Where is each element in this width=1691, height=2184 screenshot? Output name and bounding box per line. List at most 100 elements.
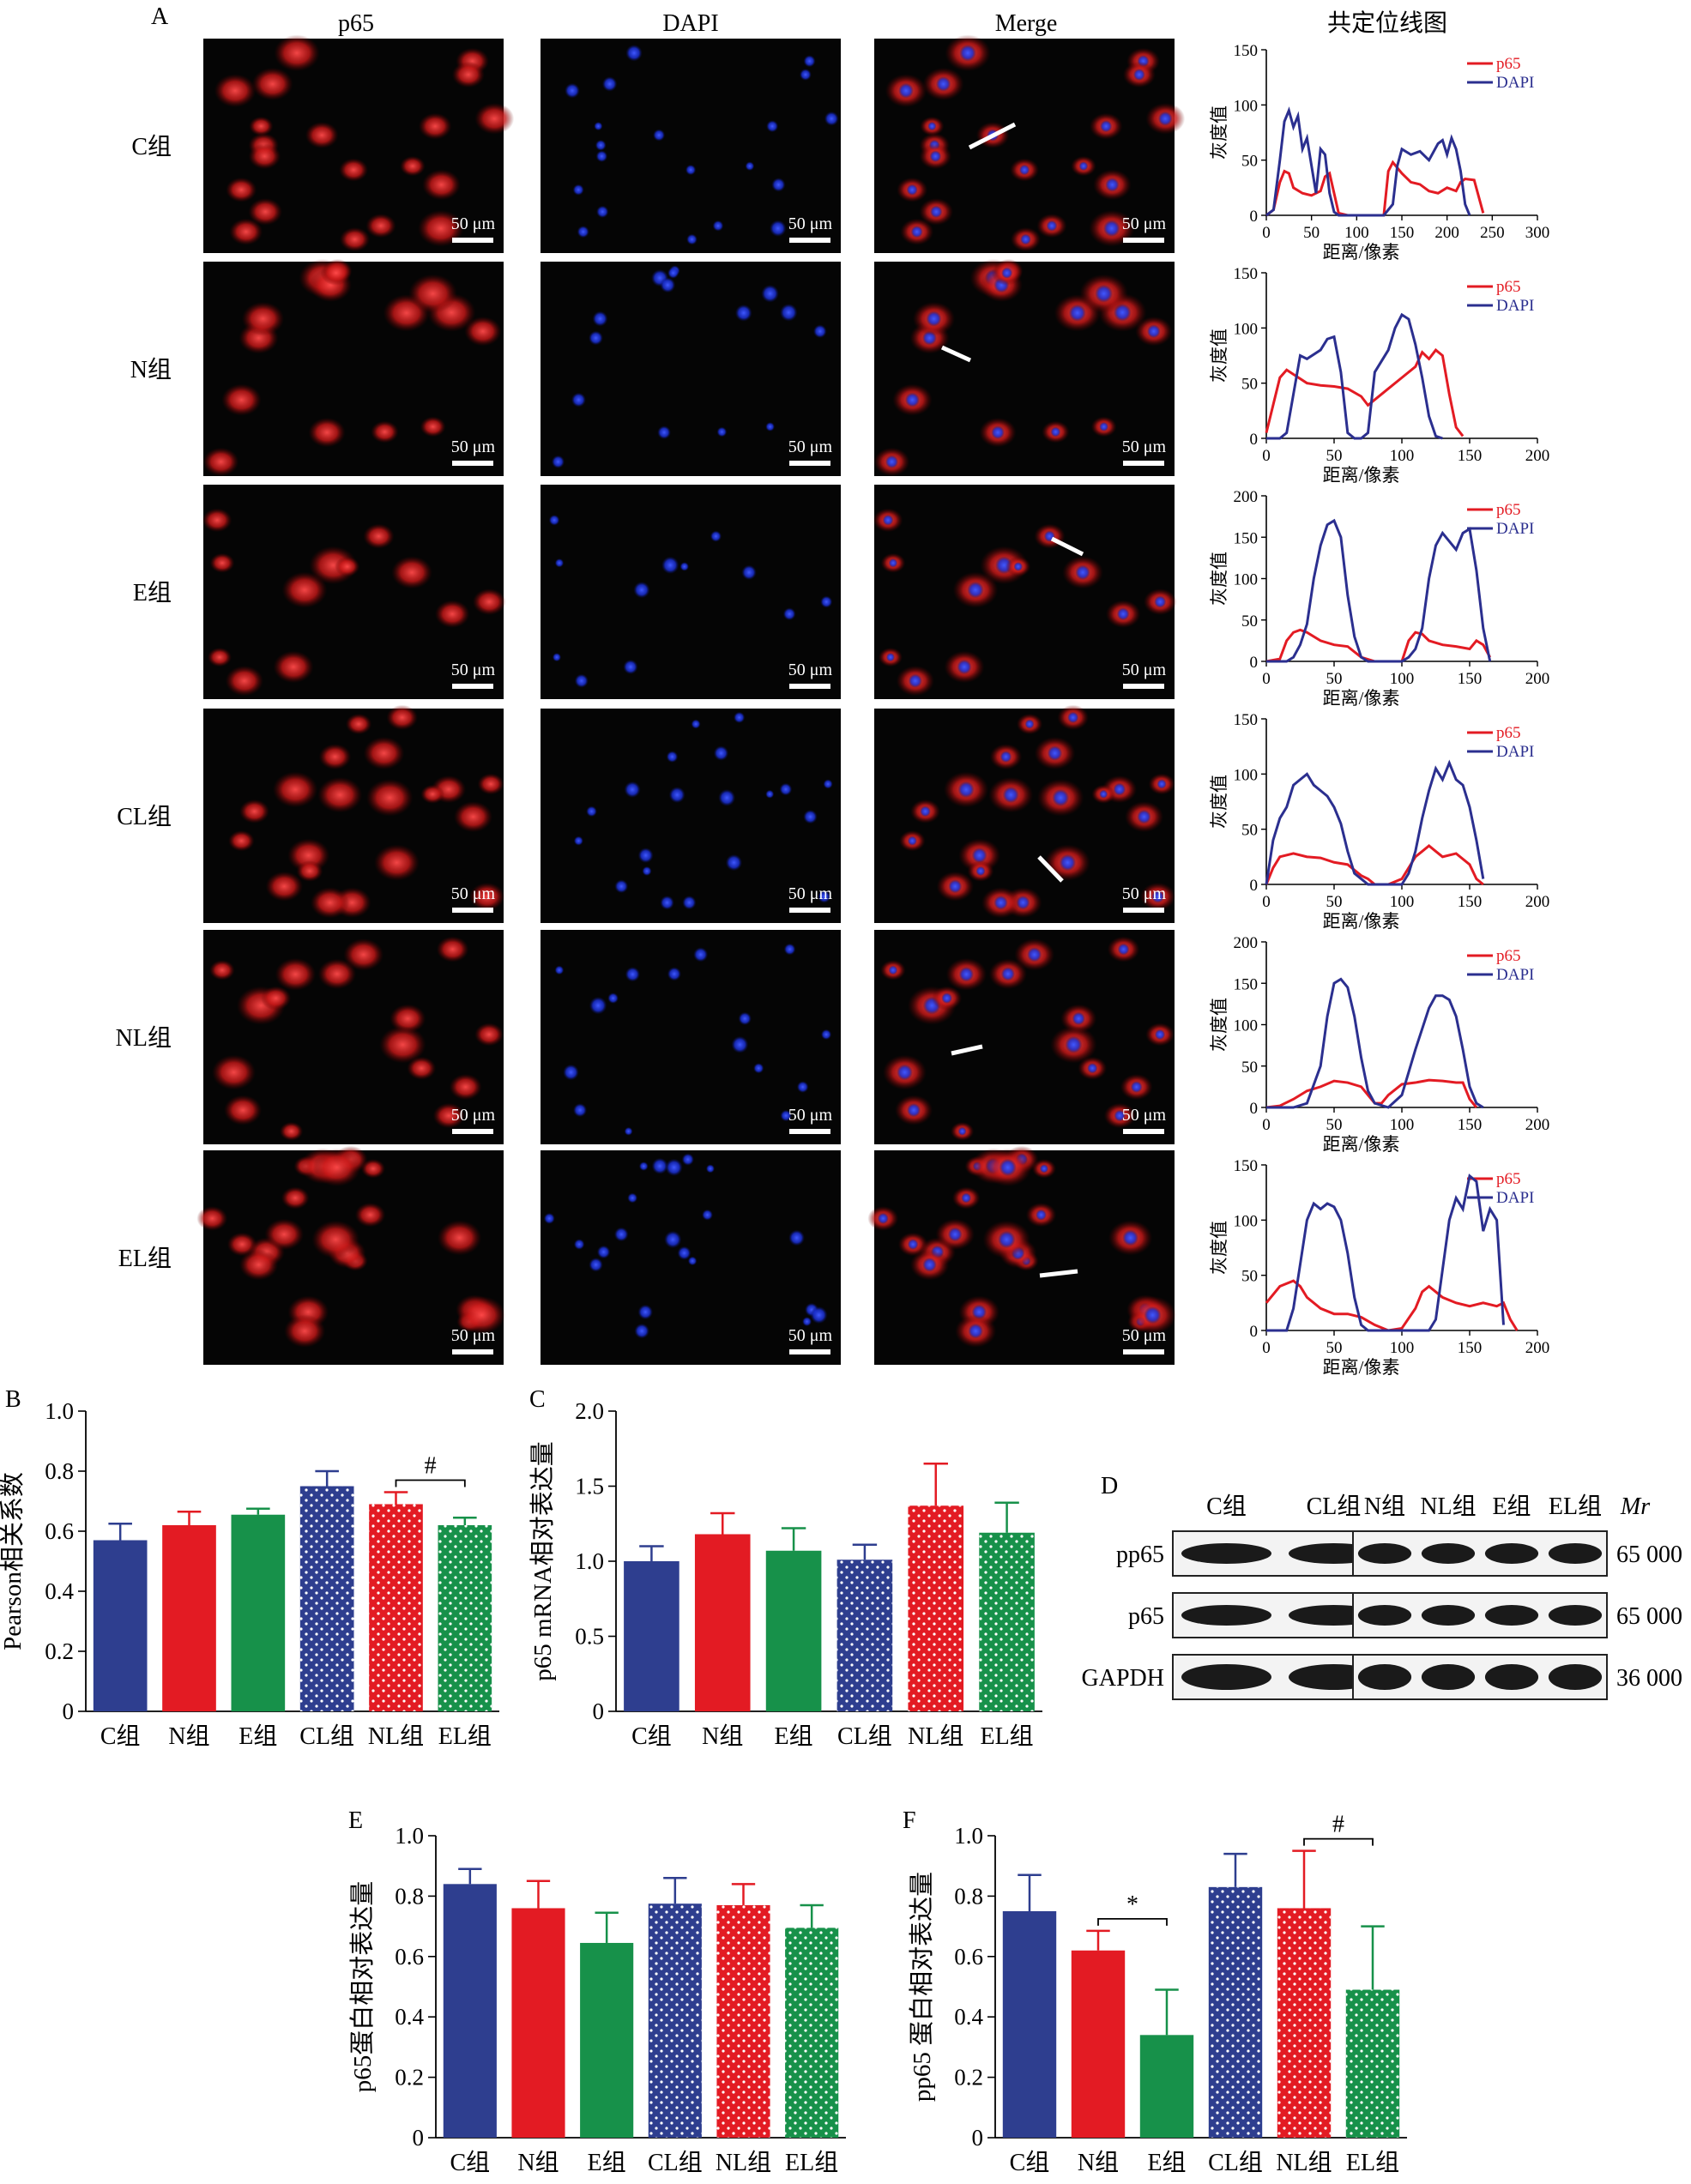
x-tick-label: 50 [1303, 224, 1320, 242]
p65-cell [202, 508, 233, 533]
p65-cell [453, 801, 493, 833]
dapi-nucleus [823, 779, 833, 789]
p65-cell [432, 1102, 465, 1129]
scale-bar-label: 50 μm [451, 437, 496, 456]
dapi-nucleus [967, 582, 984, 599]
dapi-nucleus [668, 787, 685, 804]
bar-pattern [716, 1904, 770, 2138]
y-tick-label: 100 [1234, 1017, 1259, 1035]
x-tick-label: E组 [588, 2149, 626, 2176]
p65-cell [318, 744, 352, 770]
blot-band [1484, 1664, 1539, 1690]
p65-cell [196, 1206, 228, 1231]
dapi-nucleus [999, 1158, 1017, 1177]
panel-label-c: C [529, 1386, 546, 1413]
p65-cell [390, 1004, 426, 1034]
blot-band [1181, 1543, 1271, 1564]
dapi-nucleus [1157, 111, 1173, 126]
y-tick-label: 50 [1241, 612, 1258, 630]
blot-band [1357, 1543, 1412, 1564]
dapi-nucleus [667, 967, 682, 981]
y-tick-label: 0.6 [395, 1944, 424, 1970]
scale-bar-label: 50 μm [451, 884, 496, 903]
x-tick-label: N组 [1078, 2149, 1119, 2176]
p65-cell [408, 274, 457, 313]
panel-a-rows: C组 50 μm 50 μm 50 μm N组 50 μm 50 μm 50 μm E组 50 μ… [116, 34, 1186, 1365]
dapi-nucleus [571, 392, 586, 407]
dapi-nucleus [765, 421, 776, 431]
p65-cell [209, 960, 235, 980]
dapi-nucleus [929, 205, 943, 219]
dapi-nucleus [998, 1230, 1016, 1249]
blot-band [1357, 1664, 1412, 1690]
dapi-nucleus [1000, 751, 1012, 763]
scale-bar [789, 1129, 830, 1134]
dapi-nucleus [651, 1157, 668, 1174]
p65-cell [400, 155, 426, 177]
bar-pattern [299, 1486, 354, 1711]
dapi-nucleus [595, 150, 608, 163]
p65-cell [422, 169, 461, 201]
panel-label-e: E [348, 1807, 363, 1834]
dapi-nucleus [716, 426, 728, 437]
scale-bar-label: 50 μm [1122, 1326, 1167, 1345]
series-line-dapi [1266, 518, 1492, 663]
y-tick-label: 0 [1250, 1100, 1259, 1118]
legend-label: DAPI [1496, 74, 1534, 92]
dapi-nucleus [961, 1192, 972, 1204]
p65-cell [365, 779, 414, 817]
dapi-nucleus [665, 1158, 683, 1177]
p65-cell [248, 143, 281, 170]
colocalization-line [1037, 855, 1064, 883]
p65-cell [469, 882, 505, 911]
dapi-nucleus [812, 324, 827, 339]
y-tick-label: 100 [1234, 571, 1259, 589]
significance-mark: * [1126, 1891, 1138, 1918]
dapi-nucleus [753, 1063, 764, 1074]
y-tick-label: 50 [1241, 822, 1258, 840]
dapi-nucleus [592, 311, 608, 327]
y-tick-label: 0 [63, 1698, 75, 1724]
bar-pattern [836, 1560, 893, 1711]
scale-bar [789, 684, 830, 689]
bar-E组 [231, 1514, 286, 1711]
y-tick-label: 2.0 [575, 1398, 604, 1424]
x-tick-label: NL组 [908, 1722, 963, 1750]
dapi-nucleus [1027, 947, 1042, 962]
dapi-nucleus [801, 1316, 812, 1327]
y-axis-label: 灰度值 [1209, 775, 1229, 829]
x-tick-label: 250 [1480, 224, 1505, 242]
x-tick-label: CL组 [1208, 2149, 1263, 2176]
p65-cell [202, 447, 239, 476]
y-tick-label: 0 [1250, 654, 1259, 672]
scale-bar-label: 50 μm [451, 1106, 496, 1125]
x-tick-label: 150 [1458, 447, 1483, 465]
dapi-nucleus [624, 1126, 633, 1136]
dapi-nucleus [1095, 284, 1113, 303]
dapi-nucleus [705, 1164, 716, 1173]
series-line-p65 [1265, 347, 1465, 437]
p65-cell [279, 1121, 304, 1141]
legend-label: p65 [1496, 501, 1521, 519]
bar-E组 [580, 1942, 634, 2138]
significance-mark: # [425, 1453, 437, 1480]
p65-cell [239, 1249, 279, 1281]
bar-pattern [438, 1525, 492, 1711]
dapi-nucleus [596, 1245, 611, 1259]
p65-cell [363, 736, 405, 770]
dapi-nucleus [679, 562, 690, 571]
dapi-nucleus [551, 455, 565, 468]
p65-cell [449, 1073, 482, 1101]
dapi-nucleus [660, 896, 674, 910]
dapi-nucleus [738, 1011, 752, 1026]
legend-label: p65 [1496, 724, 1521, 742]
dapi-nucleus [1099, 789, 1108, 799]
dapi-nucleus [1018, 164, 1030, 176]
y-axis-label: 灰度值 [1209, 329, 1229, 383]
x-tick-label: C组 [631, 1722, 672, 1750]
lane-label: CL组 [1307, 1493, 1362, 1520]
p65-cell [363, 523, 395, 549]
dapi-nucleus [1151, 890, 1165, 903]
dapi-nucleus [927, 121, 937, 131]
p65-cell [317, 776, 363, 813]
